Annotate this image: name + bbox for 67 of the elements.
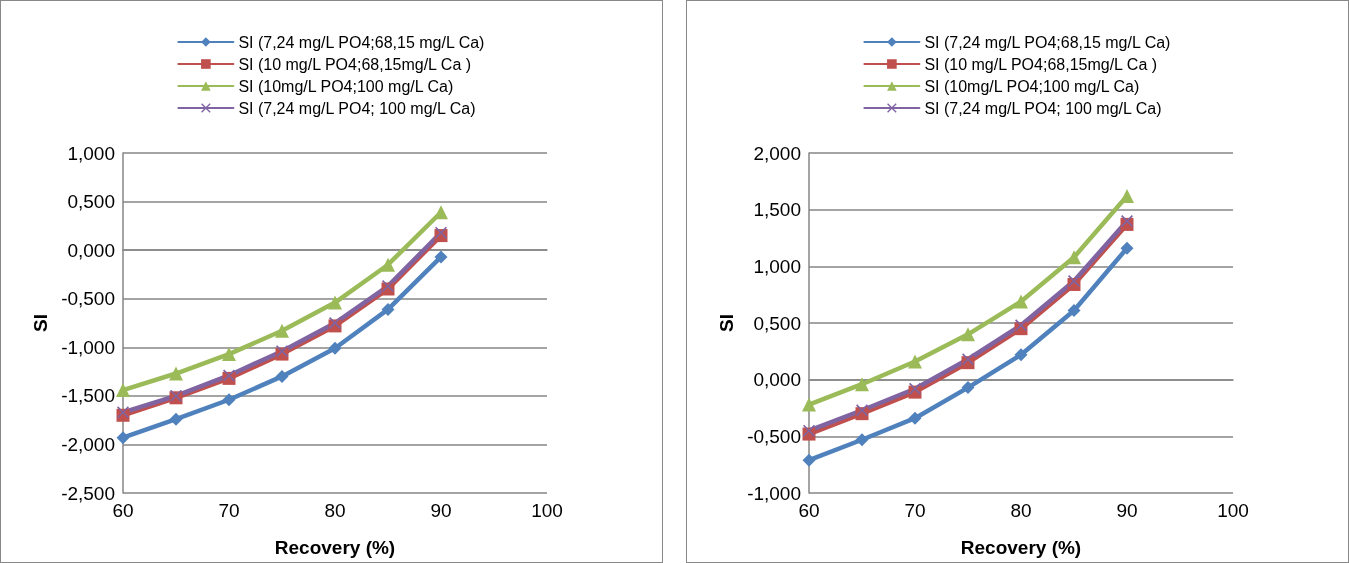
- point: [802, 453, 816, 467]
- x-tick-label: 100: [1217, 500, 1249, 521]
- y-tick-label: 1,000: [67, 142, 115, 164]
- legend-label: SI (7,24 mg/L PO4; 100 mg/L Ca): [924, 99, 1162, 117]
- point: [434, 250, 448, 264]
- point: [1014, 294, 1028, 309]
- point: [1067, 250, 1081, 265]
- x-tick-label: 70: [218, 500, 240, 521]
- point: [222, 393, 236, 407]
- point: [855, 377, 869, 392]
- legend-label: SI (10mg/L PO4;100 mg/L Ca): [924, 77, 1140, 95]
- point: [1121, 215, 1133, 227]
- x-tick-label: 70: [904, 500, 926, 521]
- x-tick-label: 60: [798, 500, 820, 521]
- point: [1014, 348, 1028, 362]
- y-tick-label: 0,000: [67, 239, 115, 261]
- legend-label: SI (7,24 mg/L PO4;68,15 mg/L Ca): [924, 33, 1171, 51]
- point: [169, 412, 183, 426]
- point: [908, 354, 922, 369]
- x-tick-label: 90: [1116, 500, 1138, 521]
- point: [1067, 304, 1081, 318]
- x-tick-label: 80: [324, 500, 346, 521]
- y-tick-label: 1,500: [753, 199, 801, 221]
- y-tick-label: -2,500: [61, 482, 115, 504]
- y-tick-label: 0,500: [67, 191, 115, 213]
- point: [1120, 189, 1134, 204]
- y-tick-label: -1,500: [61, 385, 115, 407]
- point: [329, 317, 341, 329]
- point: [961, 381, 975, 395]
- y-tick-label: -0,500: [747, 425, 801, 447]
- y-tick-label: -2,000: [61, 433, 115, 455]
- y-tick-label: -1,000: [747, 482, 801, 504]
- point: [908, 411, 922, 425]
- x-tick-label: 80: [1010, 500, 1032, 521]
- point: [222, 347, 236, 362]
- x-tick-label: 90: [430, 500, 452, 521]
- y-tick-label: 1,000: [753, 255, 801, 277]
- x-axis-title: Recovery (%): [274, 537, 396, 558]
- legend-label: SI (10mg/L PO4;100 mg/L Ca): [238, 77, 454, 95]
- point: [169, 366, 183, 381]
- point: [802, 397, 816, 412]
- x-axis-title: Recovery (%): [960, 537, 1082, 558]
- point: [1120, 241, 1134, 255]
- x-tick-label: 100: [531, 500, 563, 521]
- point: [961, 327, 975, 342]
- point: [381, 302, 395, 316]
- legend-label: SI (10 mg/L PO4;68,15mg/L Ca ): [924, 55, 1158, 73]
- point: [116, 431, 130, 445]
- y-tick-label: 2,000: [753, 142, 801, 164]
- y-tick-label: -0,500: [61, 288, 115, 310]
- point: [328, 341, 342, 355]
- point: [116, 383, 130, 398]
- y-tick-label: 0,000: [753, 369, 801, 391]
- y-axis-title: SI: [716, 314, 738, 332]
- legend-label: SI (7,24 mg/L PO4;68,15 mg/L Ca): [238, 33, 485, 51]
- point: [275, 369, 289, 383]
- legend-label: SI (7,24 mg/L PO4; 100 mg/L Ca): [238, 99, 476, 117]
- point: [381, 257, 395, 272]
- point: [434, 205, 448, 220]
- legend-label: SI (10 mg/L PO4;68,15mg/L Ca ): [238, 55, 472, 73]
- y-tick-label: -1,000: [61, 336, 115, 358]
- y-tick-label: 0,500: [753, 312, 801, 334]
- x-tick-label: 60: [112, 500, 134, 521]
- y-axis-title: SI: [30, 314, 52, 332]
- point: [275, 323, 289, 338]
- point: [328, 295, 342, 310]
- point: [855, 433, 869, 447]
